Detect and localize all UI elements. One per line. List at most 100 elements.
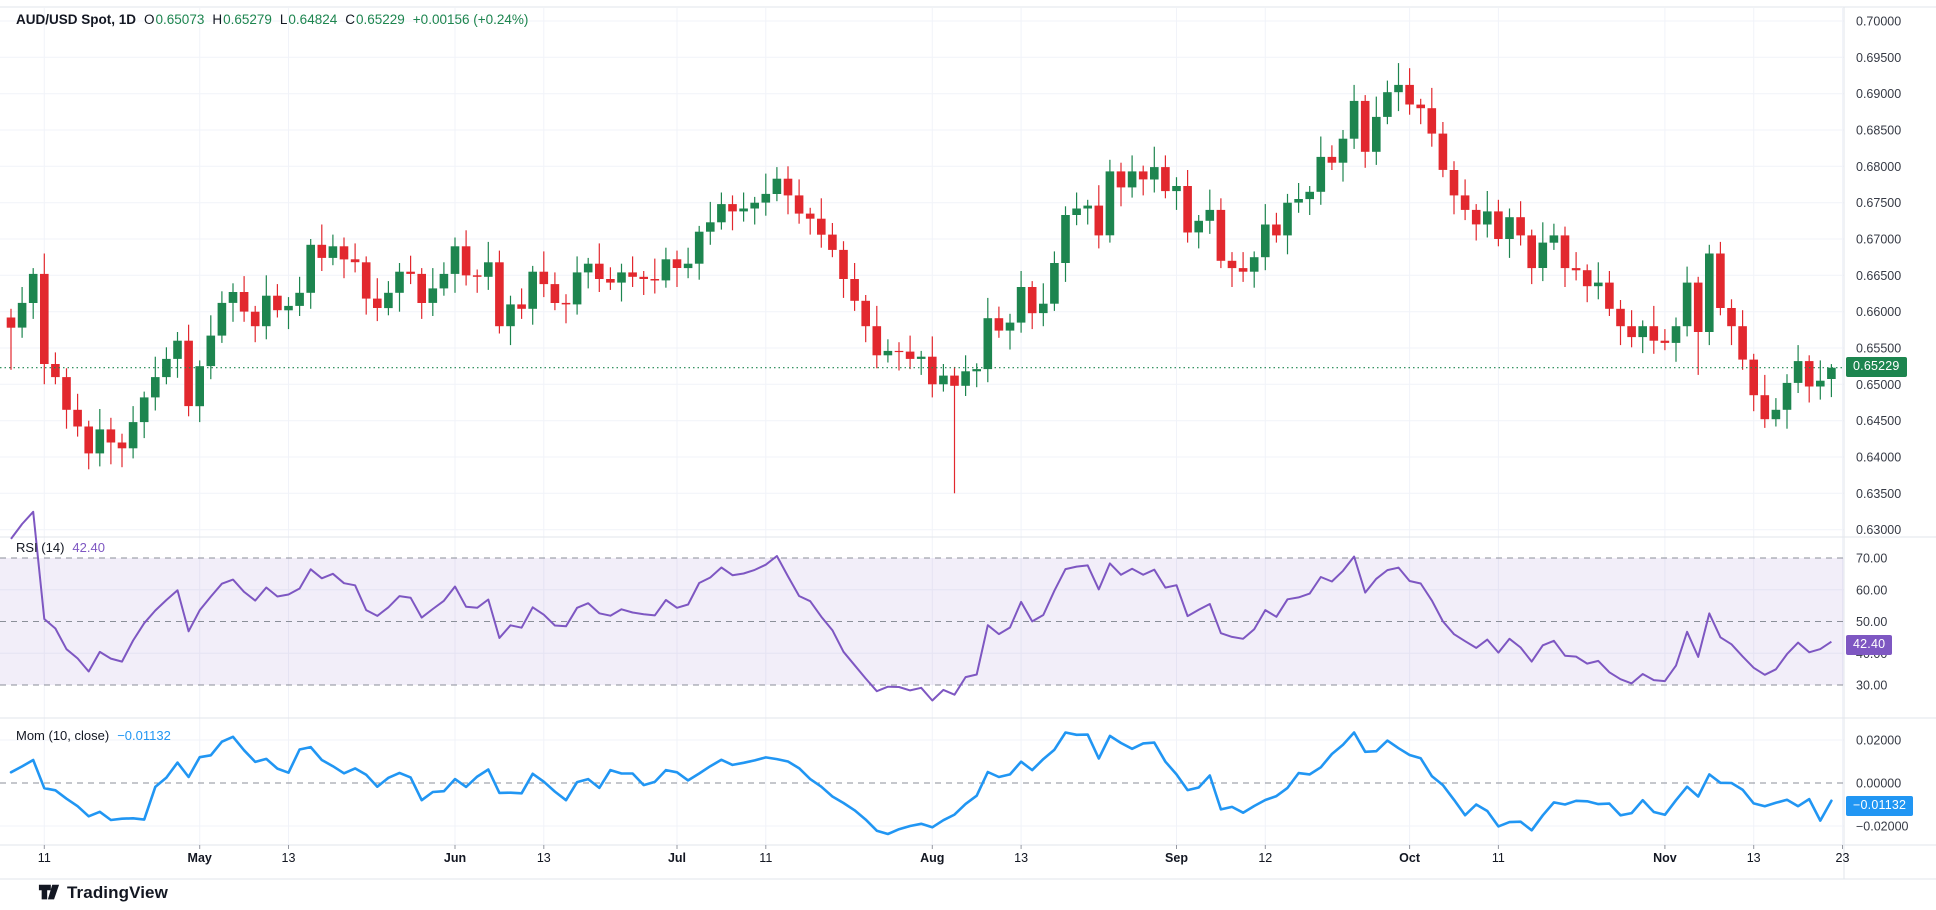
candle-body: [1005, 322, 1015, 331]
price-axis-label: 0.64500: [1856, 414, 1901, 428]
candle-body: [1138, 171, 1148, 180]
ohlc-open: O 0.65073: [144, 12, 204, 27]
high-label: H: [212, 12, 223, 27]
candle-body: [1249, 257, 1259, 272]
candle-body: [706, 222, 715, 232]
candle-body: [1172, 186, 1181, 192]
close-label: C: [345, 12, 355, 27]
candle-body: [106, 429, 116, 443]
candle-body: [195, 366, 204, 407]
candle-body: [6, 317, 16, 328]
candle-body: [461, 246, 471, 276]
candle-body: [1660, 340, 1670, 343]
rsi-band: [0, 558, 1844, 685]
candle-body: [373, 298, 382, 308]
candle-body: [151, 377, 160, 398]
candle-body: [1693, 282, 1703, 332]
rsi-axis-label: 50.00: [1856, 615, 1887, 629]
candle-body: [1294, 199, 1303, 203]
change-value: +0.00156 (+0.24%): [412, 12, 529, 27]
candle-body: [928, 356, 937, 385]
candle-body: [1682, 282, 1692, 327]
mom-line: [9, 731, 1833, 836]
candle-body: [972, 369, 981, 372]
mom-axis-label: 0.00000: [1856, 777, 1901, 791]
candle-body: [1516, 217, 1525, 236]
rsi-legend[interactable]: RSI (14) 42.40: [16, 540, 105, 555]
candle-body: [1771, 409, 1781, 420]
candle-body: [1094, 205, 1104, 236]
candle-body: [295, 292, 304, 306]
time-axis-label: 13: [1747, 851, 1761, 865]
ohlc-high: H 0.65279: [212, 12, 272, 27]
candle-body: [1127, 171, 1137, 188]
candle-body: [639, 276, 648, 279]
tradingview-logo-icon: [38, 884, 60, 900]
symbol-legend[interactable]: AUD/USD Spot, 1D O 0.65073 H 0.65279 L 0…: [16, 12, 528, 27]
candle-body: [406, 271, 415, 274]
candle-body: [1605, 282, 1614, 309]
candle-body: [905, 351, 915, 359]
candle-body: [661, 259, 671, 281]
mom-legend[interactable]: Mom (10, close) −0.01132: [16, 728, 171, 743]
candle-body: [162, 358, 171, 378]
candle-body: [1649, 326, 1659, 341]
candle-body: [1027, 287, 1037, 314]
candle-body: [1571, 268, 1581, 271]
candle-body: [994, 318, 1004, 331]
candle-body: [1305, 191, 1314, 200]
candle-body: [772, 178, 782, 194]
candle-body: [428, 288, 438, 303]
candle-body: [1349, 100, 1359, 139]
candle-body: [1427, 108, 1437, 134]
candle-body: [1327, 156, 1337, 163]
candle-body: [1183, 186, 1192, 233]
candle-body: [17, 302, 27, 328]
candle-body: [228, 292, 238, 303]
candle-body: [361, 262, 371, 299]
candle-body: [1760, 395, 1770, 420]
candle-body: [1316, 156, 1326, 192]
tradingview-logo[interactable]: TradingView: [38, 882, 168, 904]
candle-body: [1494, 211, 1503, 239]
candle-body: [517, 304, 526, 309]
mom-axis-label: −0.02000: [1856, 820, 1909, 834]
candle-body: [750, 202, 759, 209]
price-axis-label: 0.70000: [1856, 15, 1901, 29]
candle-body: [95, 429, 105, 454]
candle-body: [1116, 171, 1126, 188]
time-axis-label: 12: [1258, 851, 1272, 865]
candle-body: [539, 271, 549, 285]
candle-body: [73, 409, 82, 427]
last-price-badge: 0.65229: [1846, 357, 1907, 377]
candle-body: [794, 195, 804, 214]
candle-body: [805, 213, 815, 219]
candle-body: [961, 371, 970, 386]
candle-body: [1372, 116, 1381, 152]
mom-value-badge: −0.01132: [1846, 796, 1914, 816]
price-axis-label: 0.67500: [1856, 196, 1901, 210]
candle-body: [561, 302, 571, 305]
time-axis-label: 13: [537, 851, 551, 865]
candle-body: [28, 273, 38, 303]
candle-body: [1538, 242, 1548, 268]
candle-body: [672, 259, 682, 268]
price-axis-label: 0.64000: [1856, 450, 1901, 464]
candle-body: [1716, 253, 1725, 308]
rsi-value: 42.40: [72, 540, 105, 555]
candle-body: [1549, 235, 1559, 243]
candle-body: [572, 272, 582, 305]
candle-body: [1416, 104, 1425, 109]
candle-body: [40, 273, 49, 364]
candle-body: [1394, 84, 1403, 93]
candle-body: [495, 262, 504, 327]
time-axis-label: Nov: [1653, 851, 1677, 865]
candle-body: [1238, 268, 1248, 272]
candle-body: [1194, 220, 1203, 233]
candle-body: [1738, 326, 1747, 360]
rsi-line: [10, 510, 1832, 702]
rsi-axis-label: 60.00: [1856, 583, 1887, 597]
price-axis-label: 0.69500: [1856, 51, 1901, 65]
